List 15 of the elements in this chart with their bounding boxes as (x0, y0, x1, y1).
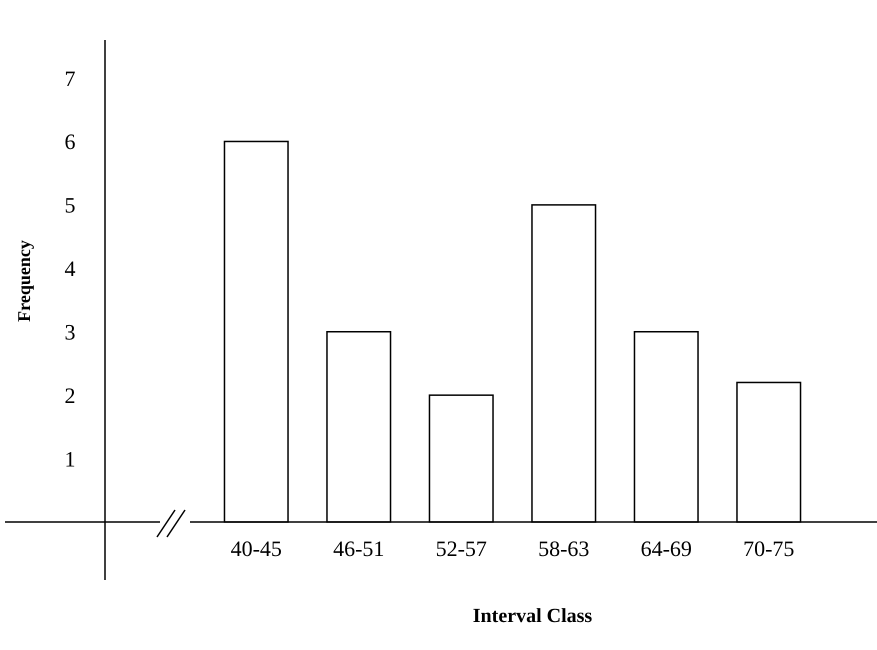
x-tick-label: 70-75 (743, 536, 794, 561)
x-axis-title: Interval Class (472, 605, 592, 627)
y-axis-title: Frequency (14, 240, 34, 322)
y-tick-label: 4 (64, 256, 76, 282)
x-tick-label: 40-45 (230, 536, 282, 561)
y-tick-label: 5 (64, 192, 76, 218)
y-tick-label: 6 (64, 129, 76, 154)
y-tick-label: 7 (64, 66, 76, 91)
x-tick-label: 46-51 (333, 536, 384, 561)
x-tick-label: 52-57 (436, 536, 487, 561)
y-tick-label: 1 (64, 446, 76, 472)
x-tick-label: 58-63 (538, 536, 590, 561)
y-tick-label: 3 (64, 319, 76, 344)
x-tick-label: 64-69 (640, 536, 692, 561)
y-tick-label: 2 (64, 382, 76, 408)
